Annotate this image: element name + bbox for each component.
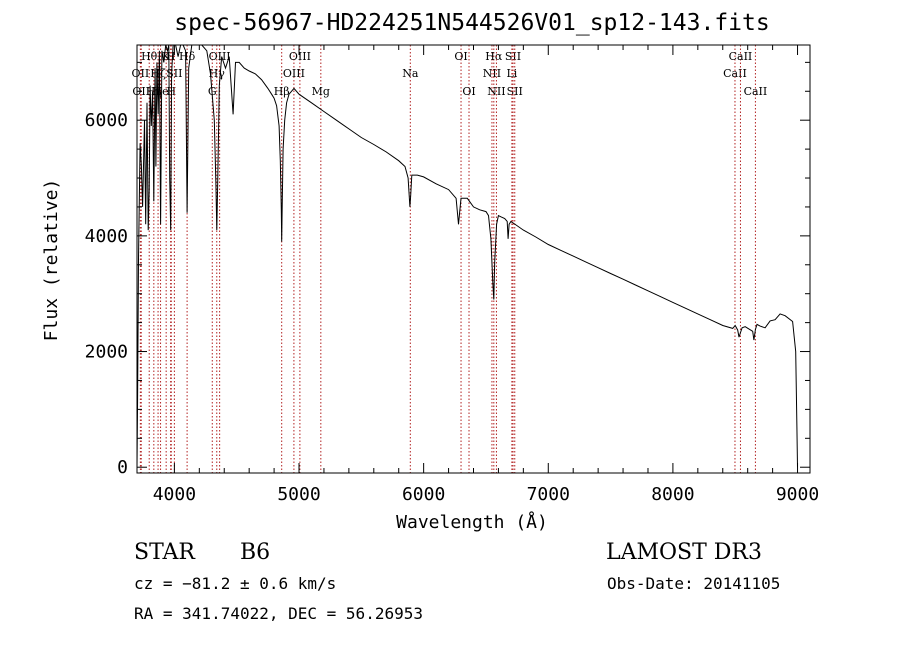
line-marker-label-0: OII — [132, 67, 150, 80]
x-tick-label: 9000 — [776, 484, 819, 505]
x-axis-label: Wavelength (Å) — [396, 511, 548, 533]
x-tick-label: 6000 — [402, 484, 445, 505]
line-marker-label-13: OIII — [209, 50, 231, 63]
line-marker-label-19: OI — [454, 50, 467, 63]
line-marker-label-2: Hθ — [141, 50, 158, 63]
line-marker-label-29: CaII — [744, 85, 768, 98]
x-tick-label: 7000 — [527, 484, 570, 505]
coordinates-text: RA = 341.74022, DEC = 56.26953 — [134, 604, 423, 623]
line-marker-label-10: Hδ — [179, 50, 196, 63]
line-marker-label-24: SII — [505, 50, 521, 63]
y-tick-label: 4000 — [85, 226, 128, 247]
line-marker-label-15: OIII — [283, 67, 305, 80]
line-marker-label-9: SII — [166, 67, 182, 80]
axis-ticks: 4000 5000 6000 7000 8000 9000 0 2000 4000 6000 — [85, 45, 819, 505]
redshift-text: cz = −81.2 ± 0.6 km/s — [134, 574, 336, 593]
line-marker-label-7: H — [166, 50, 176, 63]
y-axis-label: Flux (relative) — [41, 179, 62, 342]
survey-name: LAMOST DR3 — [606, 540, 762, 565]
line-marker-label-27: CaII — [723, 67, 747, 80]
line-marker-label-16: OIII — [289, 50, 311, 63]
line-marker-label-28: CaII — [729, 50, 753, 63]
object-subclass: B6 — [240, 540, 270, 565]
line-marker-label-14: Hβ — [274, 85, 290, 98]
line-marker-label-17: Mg — [312, 85, 330, 98]
plot-frame — [136, 44, 811, 474]
line-marker-label-22: Hα — [485, 50, 503, 63]
line-marker-label-12: Hγ — [209, 67, 226, 80]
line-marker-label-26: Li — [506, 67, 517, 80]
y-tick-label: 0 — [117, 457, 128, 478]
spectrum-line — [136, 44, 798, 468]
line-marker-label-20: OI — [462, 85, 475, 98]
x-tick-label: 5000 — [277, 484, 320, 505]
line-marker-label-18: Na — [402, 67, 419, 80]
line-marker-label-25: SII — [507, 85, 523, 98]
line-marker-label-21: NII — [483, 67, 501, 80]
x-tick-label: 4000 — [153, 484, 196, 505]
line-marker-label-4: Hζ — [150, 67, 166, 80]
obs-date-text: Obs-Date: 20141105 — [607, 574, 780, 593]
y-tick-label: 2000 — [85, 342, 128, 363]
y-tick-label: 6000 — [85, 110, 128, 131]
chart-title: spec-56967-HD224251N544526V01_sp12-143.f… — [174, 10, 769, 36]
object-class: STAR — [134, 540, 196, 565]
x-tick-label: 8000 — [651, 484, 694, 505]
line-marker-label-23: NII — [487, 85, 505, 98]
line-marker-label-6: K — [162, 50, 171, 63]
line-marker-layer: OIIOIIHθHηHζHeKHHSIIHδGHγOIIIHβOIIIOIIIM… — [132, 45, 768, 473]
